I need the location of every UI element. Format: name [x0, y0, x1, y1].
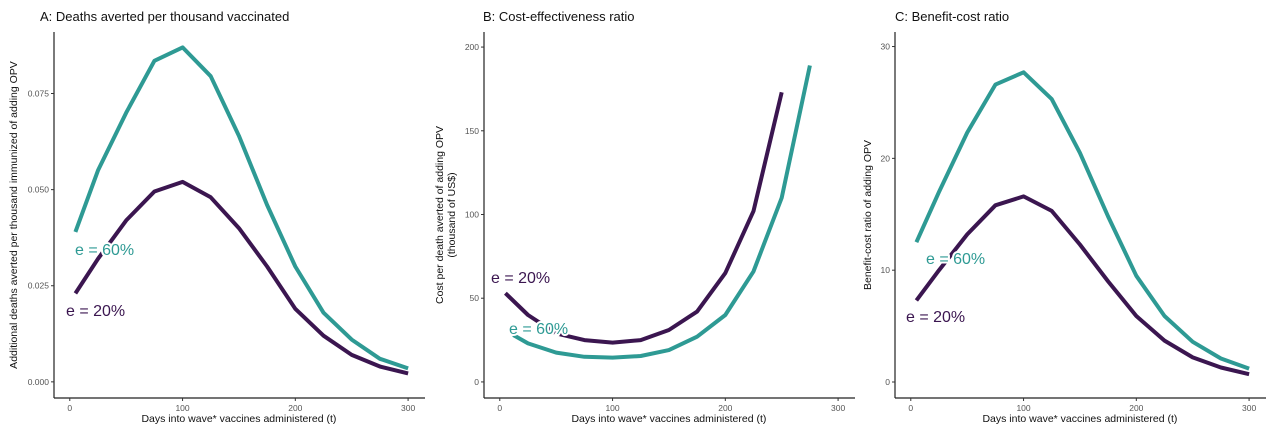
- y-tick-label: 0: [474, 377, 479, 387]
- x-tick-label: 200: [288, 403, 302, 413]
- y-tick-label: 50: [470, 293, 480, 303]
- chart-title: A: Deaths averted per thousand vaccinate…: [40, 9, 289, 24]
- y-tick-label: 0: [885, 377, 890, 387]
- panel-c: C: Benefit-cost ratio 0 100 200 300 0 10 20 30 Da…: [862, 9, 1266, 425]
- x-tick-label: 300: [1242, 403, 1256, 413]
- y-tick-label: 200: [465, 42, 479, 52]
- series-line-e60: [512, 65, 812, 360]
- y-tick-label: 100: [465, 209, 479, 219]
- series-line-e60: [914, 70, 1250, 371]
- panel-a: A: Deaths averted per thousand vaccinate…: [8, 9, 425, 425]
- x-axis-label: Days into wave* vaccines administered (t…: [141, 413, 336, 425]
- x-tick-label: 0: [67, 403, 72, 413]
- x-tick-label: 100: [1016, 403, 1030, 413]
- y-axis-label: Cost per death averted of adding OPV: [434, 126, 446, 304]
- y-tick-label: 20: [881, 153, 891, 163]
- x-tick-label: 200: [718, 403, 732, 413]
- x-tick-label: 100: [175, 403, 189, 413]
- x-tick-label: 300: [401, 403, 415, 413]
- y-tick-label: 0.075: [28, 89, 50, 99]
- chart-title: B: Cost-effectiveness ratio: [483, 9, 635, 24]
- chart-title: C: Benefit-cost ratio: [895, 9, 1009, 24]
- y-tick-label: 0.025: [28, 281, 50, 291]
- series-line-e60: [73, 45, 409, 371]
- y-axis-label: Benefit-cost ratio of adding OPV: [862, 140, 874, 290]
- y-tick-label: 30: [881, 42, 891, 52]
- y-tick-label: 10: [881, 265, 891, 275]
- x-tick-label: 100: [605, 403, 619, 413]
- series-label-e60: e = 60%: [509, 321, 568, 338]
- series-label-e20: e = 20%: [906, 309, 965, 326]
- x-tick-label: 0: [497, 403, 502, 413]
- x-axis-label: Days into wave* vaccines administered (t…: [982, 413, 1177, 425]
- y-tick-label: 150: [465, 126, 479, 136]
- x-tick-label: 200: [1129, 403, 1143, 413]
- y-axis-label-units: (thousand of US$): [446, 172, 458, 257]
- panel-b: B: Cost-effectiveness ratio 0 100 200 300 0 50…: [434, 9, 855, 425]
- series-label-e20: e = 20%: [66, 303, 125, 320]
- series-label-e60: e = 60%: [75, 242, 134, 259]
- y-axis-label: Additional deaths averted per thousand i…: [8, 61, 20, 369]
- x-axis-label: Days into wave* vaccines administered (t…: [571, 413, 766, 425]
- series-label-e60: e = 60%: [926, 251, 985, 268]
- series-line-e20: [504, 91, 784, 345]
- y-tick-label: 0.000: [28, 377, 50, 387]
- x-tick-label: 300: [831, 403, 845, 413]
- y-tick-label: 0.050: [28, 185, 50, 195]
- series-label-e20: e = 20%: [491, 270, 550, 287]
- x-tick-label: 0: [908, 403, 913, 413]
